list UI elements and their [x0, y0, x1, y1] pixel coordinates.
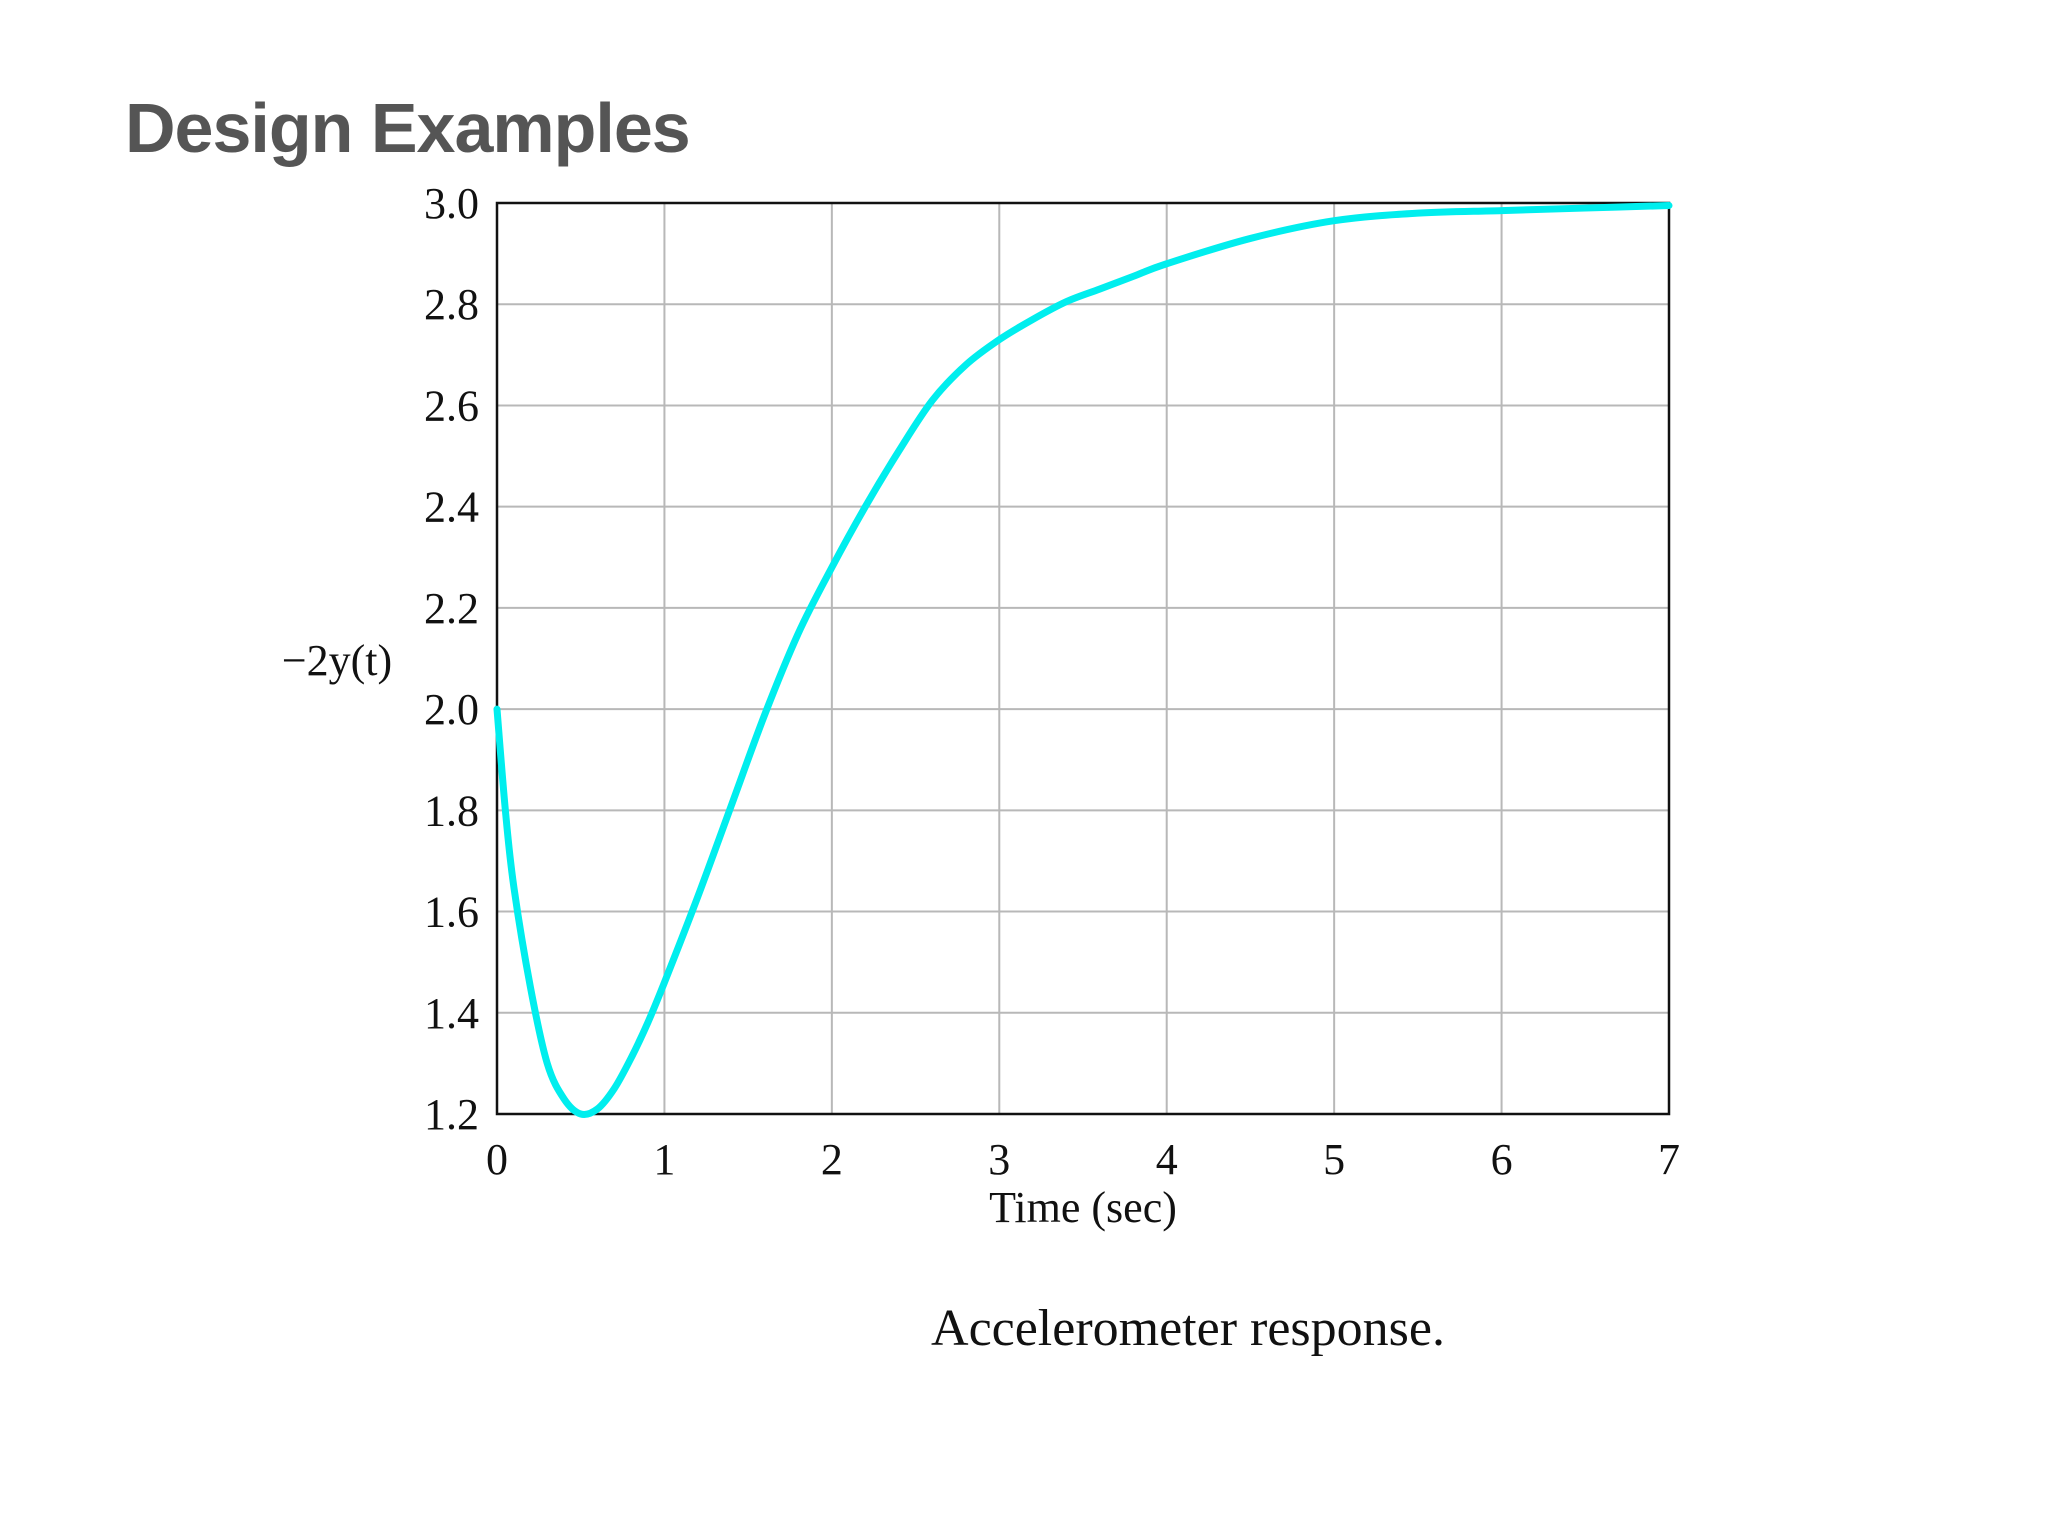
response-curve [493, 202, 1673, 1119]
y-tick-label: 3.0 [424, 179, 479, 228]
chart-caption: Accelerometer response. [931, 1300, 1445, 1357]
slide-title: Design Examples [125, 89, 691, 167]
y-tick-labels: 1.2 1.4 1.6 1.8 2.0 2.2 2.4 2.6 2.8 3.0 [424, 179, 479, 1139]
y-tick-label: 1.2 [424, 1090, 479, 1139]
x-tick-label: 2 [821, 1135, 843, 1184]
y-tick-label: 2.6 [424, 381, 479, 430]
y-tick-label: 1.6 [424, 888, 479, 937]
x-tick-label: 4 [1156, 1135, 1178, 1184]
x-tick-label: 7 [1658, 1135, 1680, 1184]
y-tick-label: 2.2 [424, 584, 479, 633]
grid [497, 203, 1669, 1114]
y-tick-label: 2.0 [424, 685, 479, 734]
x-tick-labels: 0 1 2 3 4 5 6 7 [486, 1135, 1680, 1184]
y-tick-label: 2.8 [424, 280, 479, 329]
x-tick-label: 0 [486, 1135, 508, 1184]
y-tick-label: 1.8 [424, 786, 479, 835]
x-tick-label: 1 [653, 1135, 675, 1184]
plot-frame [495, 201, 1671, 1116]
x-tick-label: 6 [1491, 1135, 1513, 1184]
series-layer [493, 202, 1673, 1119]
y-tick-label: 1.4 [424, 989, 479, 1038]
y-tick-label: 2.4 [424, 483, 479, 532]
x-axis-label: Time (sec) [989, 1183, 1177, 1232]
x-tick-label: 5 [1323, 1135, 1345, 1184]
y-axis-label: −2y(t) [282, 636, 392, 685]
x-tick-label: 3 [988, 1135, 1010, 1184]
